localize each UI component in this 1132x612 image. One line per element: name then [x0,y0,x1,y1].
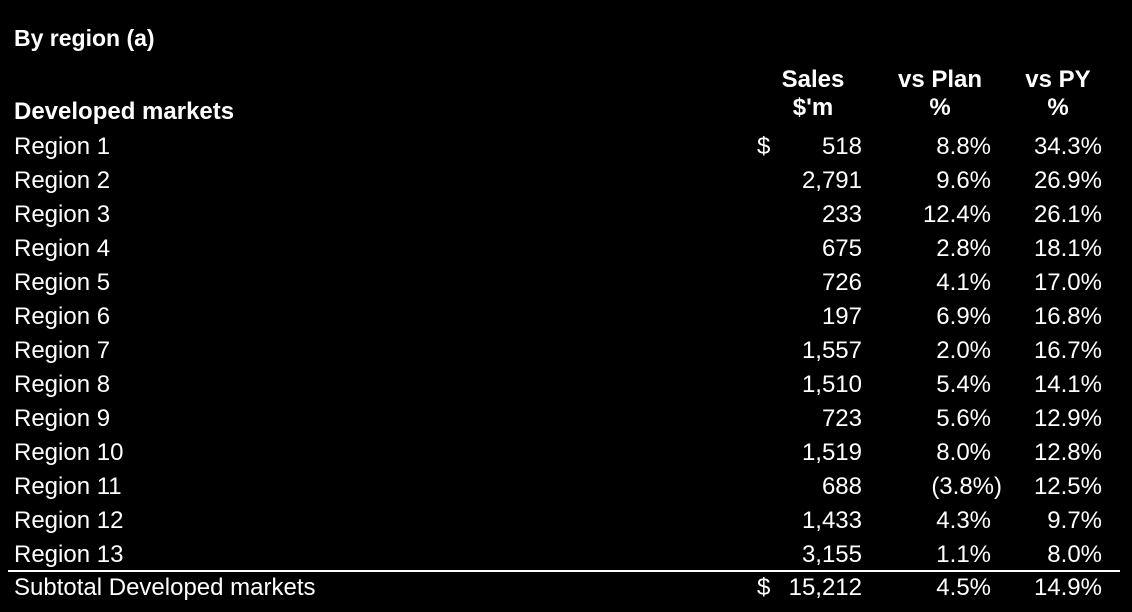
header-plan-line1: vs Plan [897,66,983,93]
region-name: Region 7 [14,337,111,364]
vs-plan-value: 4.1% [936,269,991,296]
sales-value: 1,510 [801,371,862,398]
vs-py-value: 26.1% [1033,201,1102,228]
table-row: Region 6 197 6.9% 16.8% [0,300,1132,334]
region-name: Region 8 [14,371,111,398]
table-row: Region 10 1,519 8.0% 12.8% [0,436,1132,470]
vs-py-value: 14.1% [1033,371,1102,398]
table-row: Region 8 1,510 5.4% 14.1% [0,368,1132,402]
subtotal-divider [8,570,1120,572]
header-py-line1: vs PY [1025,66,1091,93]
sales-value: 723 [821,405,862,432]
vs-plan-value: 9.6% [936,167,991,194]
subtotal-name: Subtotal Developed markets [14,574,316,601]
currency-symbol: $ [757,133,771,160]
table-row: Region 13 3,155 1.1% 8.0% [0,538,1132,572]
region-name: Region 1 [14,133,111,160]
vs-plan-value: 5.4% [936,371,991,398]
table-row: Region 7 1,557 2.0% 16.7% [0,334,1132,368]
table-row: Region 12 1,433 4.3% 9.7% [0,504,1132,538]
vs-plan-value: 8.0% [936,439,991,466]
sales-value: 2,791 [801,167,862,194]
section-label: Developed markets [14,98,235,125]
subtotal-row: Subtotal Developed markets $ 15,212 4.5%… [0,571,1132,605]
table-row: Region 1 $518 8.8% 34.3% [0,130,1132,164]
vs-py-value: 8.0% [1047,541,1102,568]
table-row: Region 9 723 5.6% 12.9% [0,402,1132,436]
vs-py-value: 12.8% [1033,439,1102,466]
sales-value: 726 [821,269,862,296]
header-sales-line2: $'m [792,94,834,121]
sales-value: 1,557 [801,337,862,364]
region-name: Region 13 [14,541,124,568]
sales-value: 675 [821,235,862,262]
subtotal-currency: $ [757,574,771,601]
header-plan-line2: % [929,94,951,121]
vs-plan-value: (3.8%) [931,473,1002,500]
region-name: Region 10 [14,439,124,466]
sales-value: 688 [821,473,862,500]
sales-value: 233 [821,201,862,228]
header-vs-plan: vs Plan % [886,66,994,122]
vs-py-value: 12.9% [1033,405,1102,432]
region-name: Region 11 [14,473,122,500]
region-name: Region 12 [14,507,124,534]
vs-plan-value: 12.4% [922,201,991,228]
vs-plan-value: 8.8% [936,133,991,160]
table-row: Region 2 2,791 9.6% 26.9% [0,164,1132,198]
table-row: Region 11 688 (3.8%) 12.5% [0,470,1132,504]
subtotal-vs-plan: 4.5% [936,574,991,601]
table-row: Region 5 726 4.1% 17.0% [0,266,1132,300]
vs-plan-value: 4.3% [936,507,991,534]
vs-py-value: 34.3% [1033,133,1102,160]
sales-value: 197 [821,303,862,330]
region-name: Region 4 [14,235,111,262]
table-row: Region 4 675 2.8% 18.1% [0,232,1132,266]
vs-plan-value: 2.0% [936,337,991,364]
vs-py-value: 17.0% [1033,269,1102,296]
header-vs-py: vs PY % [1016,66,1100,122]
table-row: Region 3 233 12.4% 26.1% [0,198,1132,232]
subtotal-vs-py: 14.9% [1033,574,1102,601]
subtotal-sales: 15,212 [788,574,862,601]
vs-py-value: 9.7% [1047,507,1102,534]
header-sales-line1: Sales [781,66,845,93]
region-name: Region 9 [14,405,111,432]
vs-py-value: 12.5% [1033,473,1102,500]
region-name: Region 6 [14,303,111,330]
vs-plan-value: 6.9% [936,303,991,330]
header-sales: Sales $'m [771,66,855,122]
vs-plan-value: 2.8% [936,235,991,262]
sales-value: 3,155 [801,541,862,568]
vs-plan-value: 1.1% [936,541,991,568]
vs-py-value: 18.1% [1033,235,1102,262]
sales-value: 518 [821,133,862,160]
region-name: Region 5 [14,269,111,296]
vs-py-value: 16.8% [1033,303,1102,330]
sales-value: 1,433 [801,507,862,534]
sales-value: 1,519 [801,439,862,466]
vs-py-value: 26.9% [1033,167,1102,194]
region-name: Region 2 [14,167,111,194]
region-name: Region 3 [14,201,111,228]
vs-py-value: 16.7% [1033,337,1102,364]
header-py-line2: % [1047,94,1069,121]
vs-plan-value: 5.6% [936,405,991,432]
table-title: By region (a) [14,25,155,51]
